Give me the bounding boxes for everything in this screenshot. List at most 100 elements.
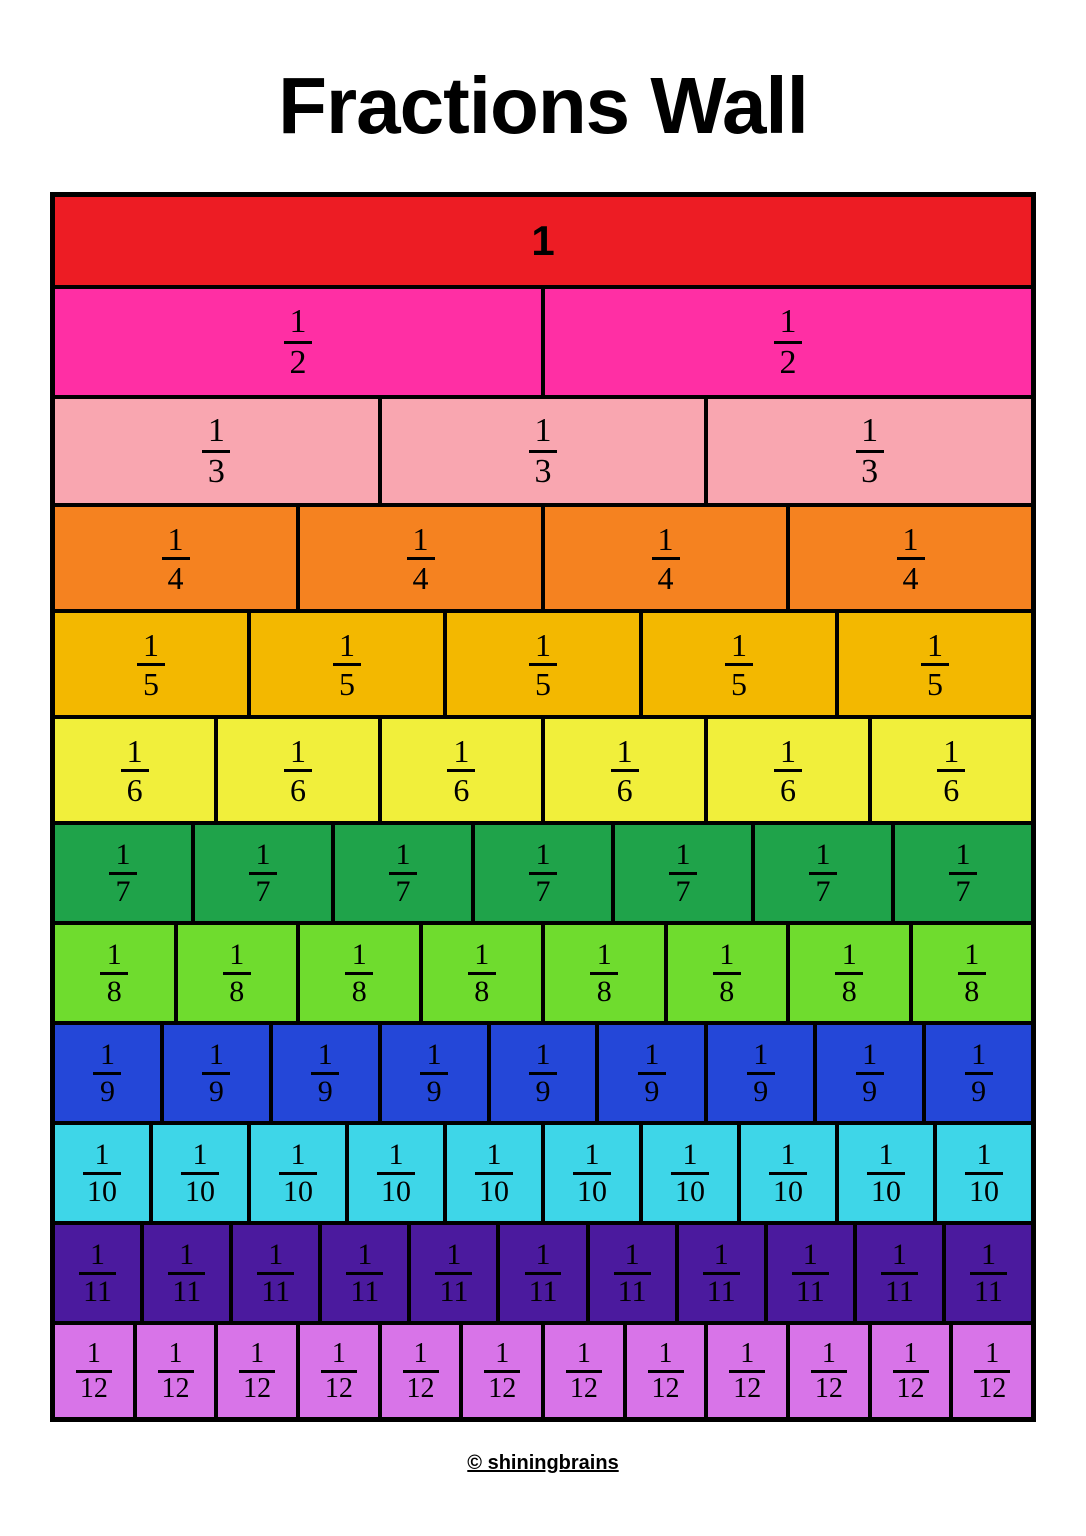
- fraction-numerator: 1: [776, 303, 801, 341]
- whole-label: 1: [531, 217, 554, 265]
- fraction-denominator: 9: [205, 1075, 228, 1109]
- fraction-numerator: 1: [205, 1038, 228, 1072]
- fraction-label: 17: [669, 838, 697, 909]
- fraction-cell: 112: [135, 1323, 217, 1419]
- fraction-denominator: 6: [449, 772, 473, 808]
- fraction-numerator: 1: [967, 1038, 990, 1072]
- fraction-denominator: 10: [769, 1175, 807, 1209]
- fraction-numerator: 1: [353, 1238, 376, 1272]
- fraction-denominator: 7: [392, 875, 415, 909]
- fraction-numerator: 1: [225, 938, 248, 972]
- fraction-denominator: 8: [838, 975, 861, 1009]
- fraction-numerator: 1: [246, 1338, 268, 1370]
- fraction-numerator: 1: [189, 1138, 212, 1172]
- fraction-label: 111: [792, 1238, 829, 1309]
- fraction-cell: 112: [380, 1323, 462, 1419]
- fraction-cell: 19: [815, 1023, 924, 1123]
- fraction-label: 15: [529, 627, 557, 702]
- fraction-label: 13: [202, 412, 230, 491]
- fraction-cell: 112: [951, 1323, 1033, 1419]
- fraction-numerator: 1: [710, 1238, 733, 1272]
- fraction-denominator: 8: [715, 975, 738, 1009]
- fraction-numerator: 1: [640, 1038, 663, 1072]
- fraction-denominator: 9: [858, 1075, 881, 1109]
- fraction-cell: 110: [347, 1123, 445, 1223]
- fraction-cell: 111: [498, 1223, 587, 1323]
- fraction-denominator: 10: [671, 1175, 709, 1209]
- fraction-label: 18: [468, 938, 496, 1009]
- fraction-numerator: 1: [139, 627, 163, 663]
- fraction-numerator: 1: [981, 1338, 1003, 1370]
- fraction-cell: 13: [380, 397, 707, 505]
- fraction-cell: 111: [142, 1223, 231, 1323]
- fraction-cell: 19: [924, 1023, 1033, 1123]
- fraction-denominator: 4: [409, 560, 433, 596]
- fraction-cell: 110: [641, 1123, 739, 1223]
- fraction-label: 111: [881, 1238, 918, 1309]
- fraction-numerator: 1: [531, 412, 556, 450]
- fraction-label: 112: [403, 1338, 439, 1405]
- fraction-cell: 112: [788, 1323, 870, 1419]
- fraction-numerator: 1: [392, 838, 415, 872]
- fraction-row-11: 111111111111111111111111111111111: [53, 1223, 1033, 1323]
- fraction-denominator: 2: [286, 344, 311, 382]
- fraction-label: 112: [239, 1338, 275, 1405]
- fraction-label: 111: [346, 1238, 383, 1309]
- fraction-cell: 19: [706, 1023, 815, 1123]
- fraction-numerator: 1: [736, 1338, 758, 1370]
- fraction-numerator: 1: [531, 627, 555, 663]
- fraction-denominator: 11: [881, 1275, 918, 1309]
- fraction-denominator: 11: [79, 1275, 116, 1309]
- fraction-label: 14: [407, 521, 435, 596]
- fraction-label: 19: [638, 1038, 666, 1109]
- fraction-denominator: 3: [857, 453, 882, 491]
- fraction-numerator: 1: [204, 412, 229, 450]
- fraction-cell: 112: [461, 1323, 543, 1419]
- fraction-denominator: 7: [532, 875, 555, 909]
- fraction-label: 110: [867, 1138, 905, 1209]
- fraction-cell: 111: [677, 1223, 766, 1323]
- fraction-cell: 110: [739, 1123, 837, 1223]
- fraction-label: 112: [648, 1338, 684, 1405]
- fraction-numerator: 1: [491, 1338, 513, 1370]
- fraction-denominator: 10: [573, 1175, 611, 1209]
- fraction-numerator: 1: [654, 521, 678, 557]
- fraction-cell: 112: [870, 1323, 952, 1419]
- fraction-cell: 13: [53, 397, 380, 505]
- fraction-label: 15: [921, 627, 949, 702]
- fraction-label: 14: [652, 521, 680, 596]
- fraction-cell: 18: [911, 923, 1034, 1023]
- fraction-label: 19: [311, 1038, 339, 1109]
- fraction-cell: 17: [53, 823, 193, 923]
- fraction-denominator: 10: [279, 1175, 317, 1209]
- fraction-numerator: 1: [385, 1138, 408, 1172]
- fraction-denominator: 11: [257, 1275, 294, 1309]
- fraction-label: 112: [158, 1338, 194, 1405]
- fraction-denominator: 5: [335, 666, 359, 702]
- fraction-denominator: 12: [76, 1373, 112, 1405]
- fraction-numerator: 1: [581, 1138, 604, 1172]
- fraction-cell: 18: [298, 923, 421, 1023]
- fraction-denominator: 7: [252, 875, 275, 909]
- fraction-numerator: 1: [939, 733, 963, 769]
- fraction-cell: 110: [53, 1123, 151, 1223]
- fraction-denominator: 8: [593, 975, 616, 1009]
- fraction-cell: 1: [53, 195, 1033, 287]
- fraction-denominator: 2: [776, 344, 801, 382]
- fraction-label: 13: [529, 412, 557, 491]
- fraction-label: 112: [729, 1338, 765, 1405]
- fraction-label: 112: [893, 1338, 929, 1405]
- fraction-numerator: 1: [328, 1338, 350, 1370]
- fraction-label: 111: [703, 1238, 740, 1309]
- fraction-numerator: 1: [973, 1138, 996, 1172]
- fraction-denominator: 3: [204, 453, 229, 491]
- fraction-cell: 12: [543, 287, 1033, 397]
- fraction-numerator: 1: [287, 1138, 310, 1172]
- fraction-row-7: 17171717171717: [53, 823, 1033, 923]
- fraction-denominator: 10: [965, 1175, 1003, 1209]
- fraction-label: 18: [100, 938, 128, 1009]
- fraction-cell: 15: [837, 611, 1033, 717]
- fraction-numerator: 1: [812, 838, 835, 872]
- fraction-numerator: 1: [252, 838, 275, 872]
- fraction-label: 15: [333, 627, 361, 702]
